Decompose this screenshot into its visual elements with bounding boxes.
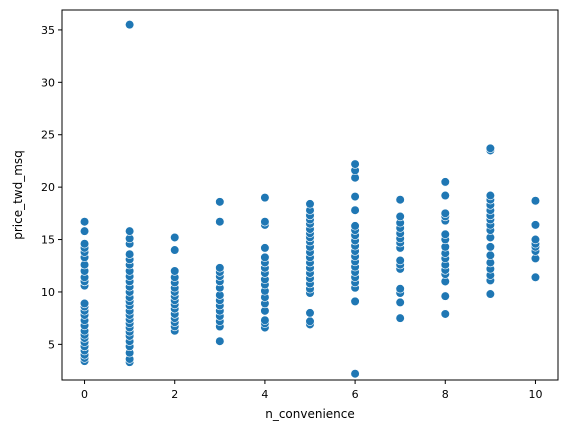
data-point	[350, 205, 360, 215]
x-tick-label: 8	[442, 388, 449, 401]
data-point	[260, 252, 270, 262]
y-axis-label: price_twd_msq	[11, 150, 25, 240]
y-tick-label: 30	[41, 76, 55, 89]
data-point	[530, 196, 541, 206]
x-tick-label: 2	[171, 388, 178, 401]
data-point	[79, 217, 90, 227]
data-point	[79, 298, 90, 309]
data-point	[305, 199, 315, 209]
data-point	[215, 336, 225, 346]
y-tick-label: 20	[41, 181, 55, 194]
data-point	[170, 245, 180, 255]
data-point	[170, 266, 180, 276]
data-point	[395, 211, 405, 222]
data-point	[260, 315, 270, 325]
plot-area	[79, 20, 541, 379]
data-point	[440, 208, 450, 218]
data-point	[530, 220, 541, 230]
data-point	[485, 190, 495, 201]
data-point	[395, 195, 405, 205]
data-point	[125, 249, 135, 259]
data-point	[440, 291, 450, 301]
data-point	[215, 263, 225, 273]
data-point	[215, 197, 225, 207]
data-point	[530, 234, 541, 245]
data-point	[350, 296, 360, 306]
data-point	[350, 369, 360, 379]
data-point	[350, 191, 360, 202]
data-point	[79, 239, 90, 249]
data-point	[170, 232, 180, 243]
data-point	[440, 229, 450, 239]
data-point	[395, 284, 405, 294]
data-point	[395, 255, 405, 266]
data-point	[260, 217, 270, 227]
data-point	[485, 289, 495, 299]
data-point	[350, 221, 360, 231]
y-tick-label: 15	[41, 234, 55, 247]
data-point	[395, 297, 405, 308]
data-point	[485, 242, 495, 252]
data-point	[440, 309, 450, 319]
y-tick-label: 35	[41, 24, 55, 37]
data-point	[260, 193, 270, 203]
x-tick-label: 4	[261, 388, 268, 401]
x-axis-label: n_convenience	[265, 407, 355, 421]
data-point	[350, 159, 360, 169]
data-point	[440, 177, 450, 187]
data-point	[530, 272, 541, 282]
axes-frame	[61, 9, 559, 381]
x-tick-label: 0	[81, 388, 88, 401]
data-point	[305, 316, 315, 326]
data-point	[395, 313, 405, 323]
y-tick-label: 5	[48, 338, 55, 351]
data-point	[485, 250, 495, 260]
y-tick-label: 25	[41, 129, 55, 142]
y-tick-label: 10	[41, 286, 55, 299]
data-point	[215, 217, 225, 227]
data-point	[305, 308, 315, 318]
data-point	[260, 243, 270, 253]
x-axis-ticks: 0 2 4 6 8 10	[81, 380, 542, 401]
x-tick-label: 6	[352, 388, 359, 401]
data-point	[79, 226, 90, 236]
y-axis-ticks: 5 10 15 20 25 30 35	[41, 24, 62, 351]
data-point	[125, 20, 135, 30]
x-tick-label: 10	[528, 388, 542, 401]
data-point	[125, 226, 135, 236]
data-point	[485, 143, 495, 153]
data-point	[440, 190, 450, 201]
